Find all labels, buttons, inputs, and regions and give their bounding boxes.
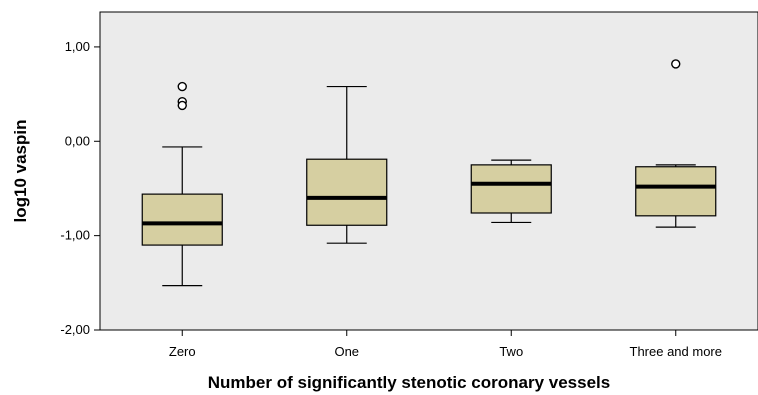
- x-tick-label: Zero: [169, 344, 196, 359]
- x-axis-title: Number of significantly stenotic coronar…: [208, 373, 610, 392]
- y-tick-label: 1,00: [65, 39, 90, 54]
- outlier-point: [671, 59, 681, 69]
- y-axis-title: log10 vaspin: [11, 120, 30, 223]
- y-tick-label: 0,00: [65, 133, 90, 148]
- box-iqr: [470, 164, 552, 214]
- y-tick-label: -1,00: [60, 228, 90, 243]
- outlier-point: [177, 100, 187, 111]
- x-tick-label: Three and more: [630, 344, 723, 359]
- box-iqr: [306, 158, 388, 226]
- outlier-point: [177, 81, 187, 92]
- x-tick-label: Two: [499, 344, 523, 359]
- box-iqr: [635, 166, 717, 217]
- y-tick-label: -2,00: [60, 322, 90, 337]
- x-tick-label: One: [334, 344, 359, 359]
- box-iqr: [141, 193, 223, 246]
